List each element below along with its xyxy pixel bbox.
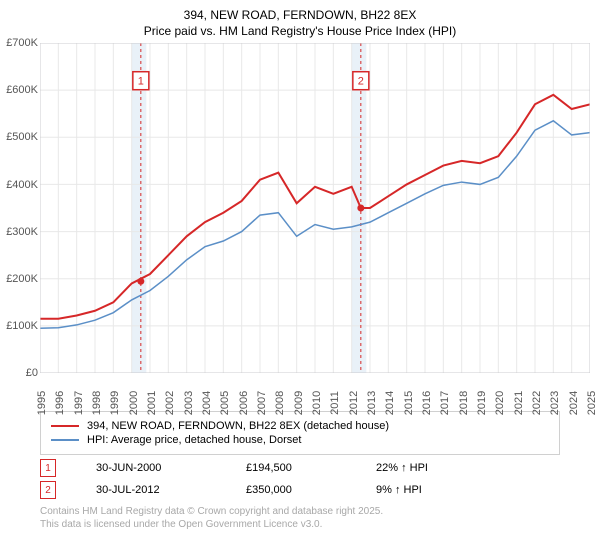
x-tick-label: 2001: [142, 391, 158, 415]
legend-box: 394, NEW ROAD, FERNDOWN, BH22 8EX (detac…: [40, 411, 560, 455]
legend-row: 394, NEW ROAD, FERNDOWN, BH22 8EX (detac…: [51, 420, 549, 432]
footer-line-2: This data is licensed under the Open Gov…: [40, 518, 560, 531]
x-tick-label: 2006: [234, 391, 250, 415]
marker-price: £194,500: [246, 462, 336, 474]
x-tick-label: 1999: [105, 391, 121, 415]
x-tick-label: 2009: [289, 391, 305, 415]
x-tick-label: 1996: [50, 391, 66, 415]
y-tick-label: £0: [26, 367, 40, 379]
legend-label: 394, NEW ROAD, FERNDOWN, BH22 8EX (detac…: [87, 420, 389, 432]
x-tick-label: 1995: [32, 391, 48, 415]
y-tick-label: £400K: [6, 179, 40, 191]
x-tick-label: 2013: [362, 391, 378, 415]
x-tick-label: 2023: [545, 391, 561, 415]
marker-delta: 9% ↑ HPI: [376, 484, 422, 496]
x-tick-label: 2016: [417, 391, 433, 415]
marker-badge: 2: [40, 481, 56, 499]
svg-text:1: 1: [138, 76, 144, 88]
legend-swatch: [51, 439, 79, 441]
title-line-1: 394, NEW ROAD, FERNDOWN, BH22 8EX: [0, 8, 600, 24]
y-tick-label: £300K: [6, 226, 40, 238]
marker-row: 2 30-JUL-2012 £350,000 9% ↑ HPI: [40, 481, 560, 499]
marker-date: 30-JUN-2000: [96, 462, 206, 474]
x-tick-label: 2024: [564, 391, 580, 415]
x-tick-label: 2002: [160, 391, 176, 415]
legend-label: HPI: Average price, detached house, Dors…: [87, 434, 301, 446]
chart-area: 12 £0£100K£200K£300K£400K£500K£600K£700K…: [40, 43, 590, 403]
x-tick-label: 2007: [252, 391, 268, 415]
chart-container: 394, NEW ROAD, FERNDOWN, BH22 8EX Price …: [0, 0, 600, 560]
title-line-2: Price paid vs. HM Land Registry's House …: [0, 24, 600, 40]
x-tick-label: 2004: [197, 391, 213, 415]
legend-swatch: [51, 425, 79, 427]
x-tick-label: 2012: [344, 391, 360, 415]
x-tick-label: 2000: [124, 391, 140, 415]
x-tick-label: 2020: [490, 391, 506, 415]
x-tick-label: 2008: [270, 391, 286, 415]
x-tick-label: 2025: [582, 391, 598, 415]
marker-row: 1 30-JUN-2000 £194,500 22% ↑ HPI: [40, 459, 560, 477]
chart-svg: 12: [40, 43, 590, 373]
x-tick-label: 2015: [399, 391, 415, 415]
marker-badge: 1: [40, 459, 56, 477]
y-tick-label: £500K: [6, 131, 40, 143]
x-tick-label: 2021: [509, 391, 525, 415]
marker-delta: 22% ↑ HPI: [376, 462, 428, 474]
marker-date: 30-JUL-2012: [96, 484, 206, 496]
y-tick-label: £600K: [6, 84, 40, 96]
x-tick-label: 2018: [454, 391, 470, 415]
x-tick-label: 2003: [179, 391, 195, 415]
title-block: 394, NEW ROAD, FERNDOWN, BH22 8EX Price …: [0, 0, 600, 43]
marker-price: £350,000: [246, 484, 336, 496]
legend-row: HPI: Average price, detached house, Dors…: [51, 434, 549, 446]
y-tick-label: £200K: [6, 273, 40, 285]
svg-text:2: 2: [358, 76, 364, 88]
x-tick-label: 2010: [307, 391, 323, 415]
y-tick-label: £100K: [6, 320, 40, 332]
x-tick-label: 1997: [69, 391, 85, 415]
y-tick-label: £700K: [6, 37, 40, 49]
x-tick-label: 1998: [87, 391, 103, 415]
footer: Contains HM Land Registry data © Crown c…: [40, 505, 560, 531]
x-tick-label: 2014: [380, 391, 396, 415]
footer-line-1: Contains HM Land Registry data © Crown c…: [40, 505, 560, 518]
x-tick-label: 2019: [472, 391, 488, 415]
x-tick-label: 2017: [435, 391, 451, 415]
marker-table: 1 30-JUN-2000 £194,500 22% ↑ HPI 2 30-JUL-201…: [40, 459, 560, 499]
x-tick-label: 2011: [325, 391, 341, 415]
x-tick-label: 2005: [215, 391, 231, 415]
x-tick-label: 2022: [527, 391, 543, 415]
